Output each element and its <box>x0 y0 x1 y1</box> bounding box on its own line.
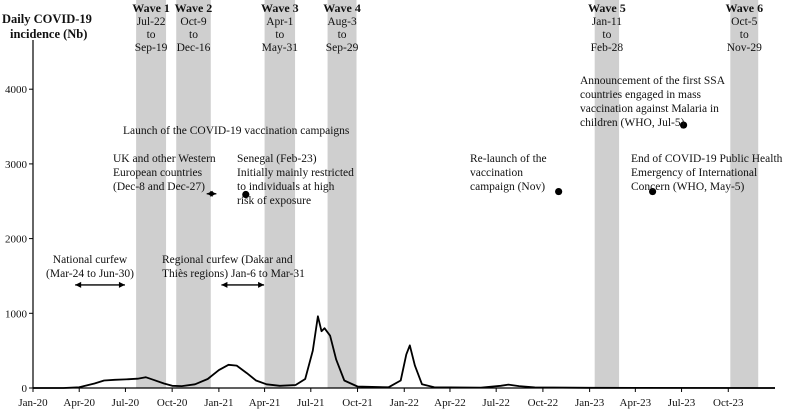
annotation-relaunch-line: Re-launch of the <box>470 153 547 165</box>
annotation-malaria-line: vaccination against Malaria in <box>580 103 719 115</box>
annotation-malaria-line: children (WHO, Jul-5) <box>580 117 685 129</box>
x-tick-label: Jul-23 <box>668 397 696 409</box>
x-tick-label: Jan-20 <box>18 397 48 409</box>
wave-end-label: Nov-29 <box>727 42 762 54</box>
x-tick-label: Jul-21 <box>297 397 325 409</box>
annotation-senegal-line: Initially mainly restricted <box>237 167 354 179</box>
annotation-pheic-line: End of COVID-19 Public Health <box>631 153 783 165</box>
annotation-uk-line: (Dec-8 and Dec-27) <box>113 181 205 193</box>
wave-start-label: Aug-3 <box>327 16 357 28</box>
x-tick-label: Jan-21 <box>204 397 233 409</box>
y-tick-label: 4000 <box>5 84 28 96</box>
wave-title: Wave 1 <box>132 1 170 15</box>
x-tick-label: Jan-23 <box>575 397 605 409</box>
series <box>33 315 776 389</box>
wave-end-label: Sep-19 <box>135 42 168 54</box>
wave-band <box>136 0 167 388</box>
wave-start-label: Apr-1 <box>266 16 293 28</box>
wave-end-label: Sep-29 <box>326 42 359 54</box>
annotation-malaria-line: Announcement of the first SSA <box>580 75 726 87</box>
wave-bands <box>136 0 759 388</box>
annotation-pheic-line: Emergency of International <box>631 167 757 179</box>
y-tick-label: 1000 <box>5 308 28 320</box>
y-axis-title-line-2: incidence (Nb) <box>10 27 87 41</box>
x-tick-label: Oct-23 <box>713 397 744 409</box>
event-marker-dot <box>242 190 250 199</box>
event-marker-dot <box>555 187 563 196</box>
x-tick-label: Oct-21 <box>342 397 373 409</box>
x-tick-label: Apr-22 <box>434 397 466 409</box>
annotation-uk-line: UK and other Western <box>113 153 216 165</box>
wave-end-label: May-31 <box>262 42 299 54</box>
wave-band <box>730 0 759 388</box>
x-tick-label: Oct-20 <box>157 397 188 409</box>
y-tick-label: 0 <box>22 383 28 395</box>
annotation-senegal-line: to individuals at high <box>237 181 335 193</box>
annotation-relaunch-line: campaign (Nov) <box>470 181 545 193</box>
wave-title: Wave 3 <box>261 1 299 15</box>
period-arrow-head-right <box>210 190 217 197</box>
wave-to-label: to <box>147 29 156 41</box>
annotation-uk-line: European countries <box>113 167 203 179</box>
wave-to-label: to <box>338 29 347 41</box>
period-arrow-head-right <box>258 281 265 288</box>
wave-title: Wave 4 <box>323 1 361 15</box>
period-arrow-head-left <box>75 281 82 288</box>
y-tick-label: 3000 <box>5 159 28 171</box>
wave-to-label: to <box>740 29 749 41</box>
wave-band <box>264 0 296 388</box>
wave-to-label: to <box>189 29 198 41</box>
x-ticks: Jan-20 Apr-20 Jul-20 Oct-20 Jan-21 Apr-21 Jul-… <box>18 388 744 409</box>
period-arrow-head-right <box>118 281 125 288</box>
annotation-launch-line: Launch of the COVID-19 vaccination campa… <box>123 125 350 137</box>
annotation-curfew-regional-line: Regional curfew (Dakar and <box>162 254 293 266</box>
annotation-senegal-line: risk of exposure <box>237 195 311 207</box>
wave-band <box>594 0 620 388</box>
period-arrow-head-left <box>221 281 228 288</box>
wave-start-label: Jan-11 <box>592 16 622 28</box>
x-tick-label: Apr-20 <box>63 397 95 409</box>
annotation-curfew-national-line: (Mar-24 to Jun-30) <box>46 268 134 280</box>
wave-start-label: Oct-5 <box>731 16 757 28</box>
annotation-curfew-national-line: National curfew <box>53 254 128 266</box>
x-tick-label: Apr-21 <box>249 397 281 409</box>
axes: Daily COVID-19 incidence (Nb) <box>2 12 775 389</box>
wave-title: Wave 5 <box>588 1 626 15</box>
wave-band <box>176 0 211 388</box>
wave-end-label: Dec-16 <box>177 42 211 54</box>
x-tick-label: Apr-23 <box>620 397 652 409</box>
x-tick-label: Jul-22 <box>482 397 510 409</box>
x-tick-label: Oct-22 <box>528 397 559 409</box>
x-tick-label: Jan-22 <box>390 397 419 409</box>
wave-title: Wave 6 <box>725 1 763 15</box>
period-arrows <box>75 190 265 288</box>
annotation-senegal-line: Senegal (Feb-23) <box>237 153 317 165</box>
event-marker-dot <box>679 121 688 129</box>
wave-band <box>327 0 357 388</box>
annotation-malaria-line: countries engaged in mass <box>580 89 702 101</box>
wave-title: Wave 2 <box>175 1 213 15</box>
wave-start-label: Oct-9 <box>180 16 206 28</box>
annotation-curfew-regional-line: Thiès regions) Jan-6 to Mar-31 <box>162 268 305 280</box>
wave-start-label: Jul-22 <box>137 16 166 28</box>
annotation-relaunch-line: vaccination <box>470 167 523 179</box>
annotations: National curfew (Mar-24 to Jun-30) Regiona… <box>46 75 783 280</box>
wave-end-label: Feb-28 <box>591 42 624 54</box>
event-marker-dot <box>649 187 657 196</box>
wave-to-label: to <box>275 29 284 41</box>
y-tick-label: 2000 <box>5 234 28 246</box>
event-markers <box>242 121 688 199</box>
annotation-pheic-line: Concern (WHO, May-5) <box>631 181 745 193</box>
y-axis-title-line-1: Daily COVID-19 <box>2 12 92 26</box>
wave-to-label: to <box>602 29 611 41</box>
incidence-series-line <box>33 315 776 389</box>
y-ticks: 0 1000 2000 3000 4000 <box>5 84 33 395</box>
x-tick-label: Jul-20 <box>112 397 140 409</box>
